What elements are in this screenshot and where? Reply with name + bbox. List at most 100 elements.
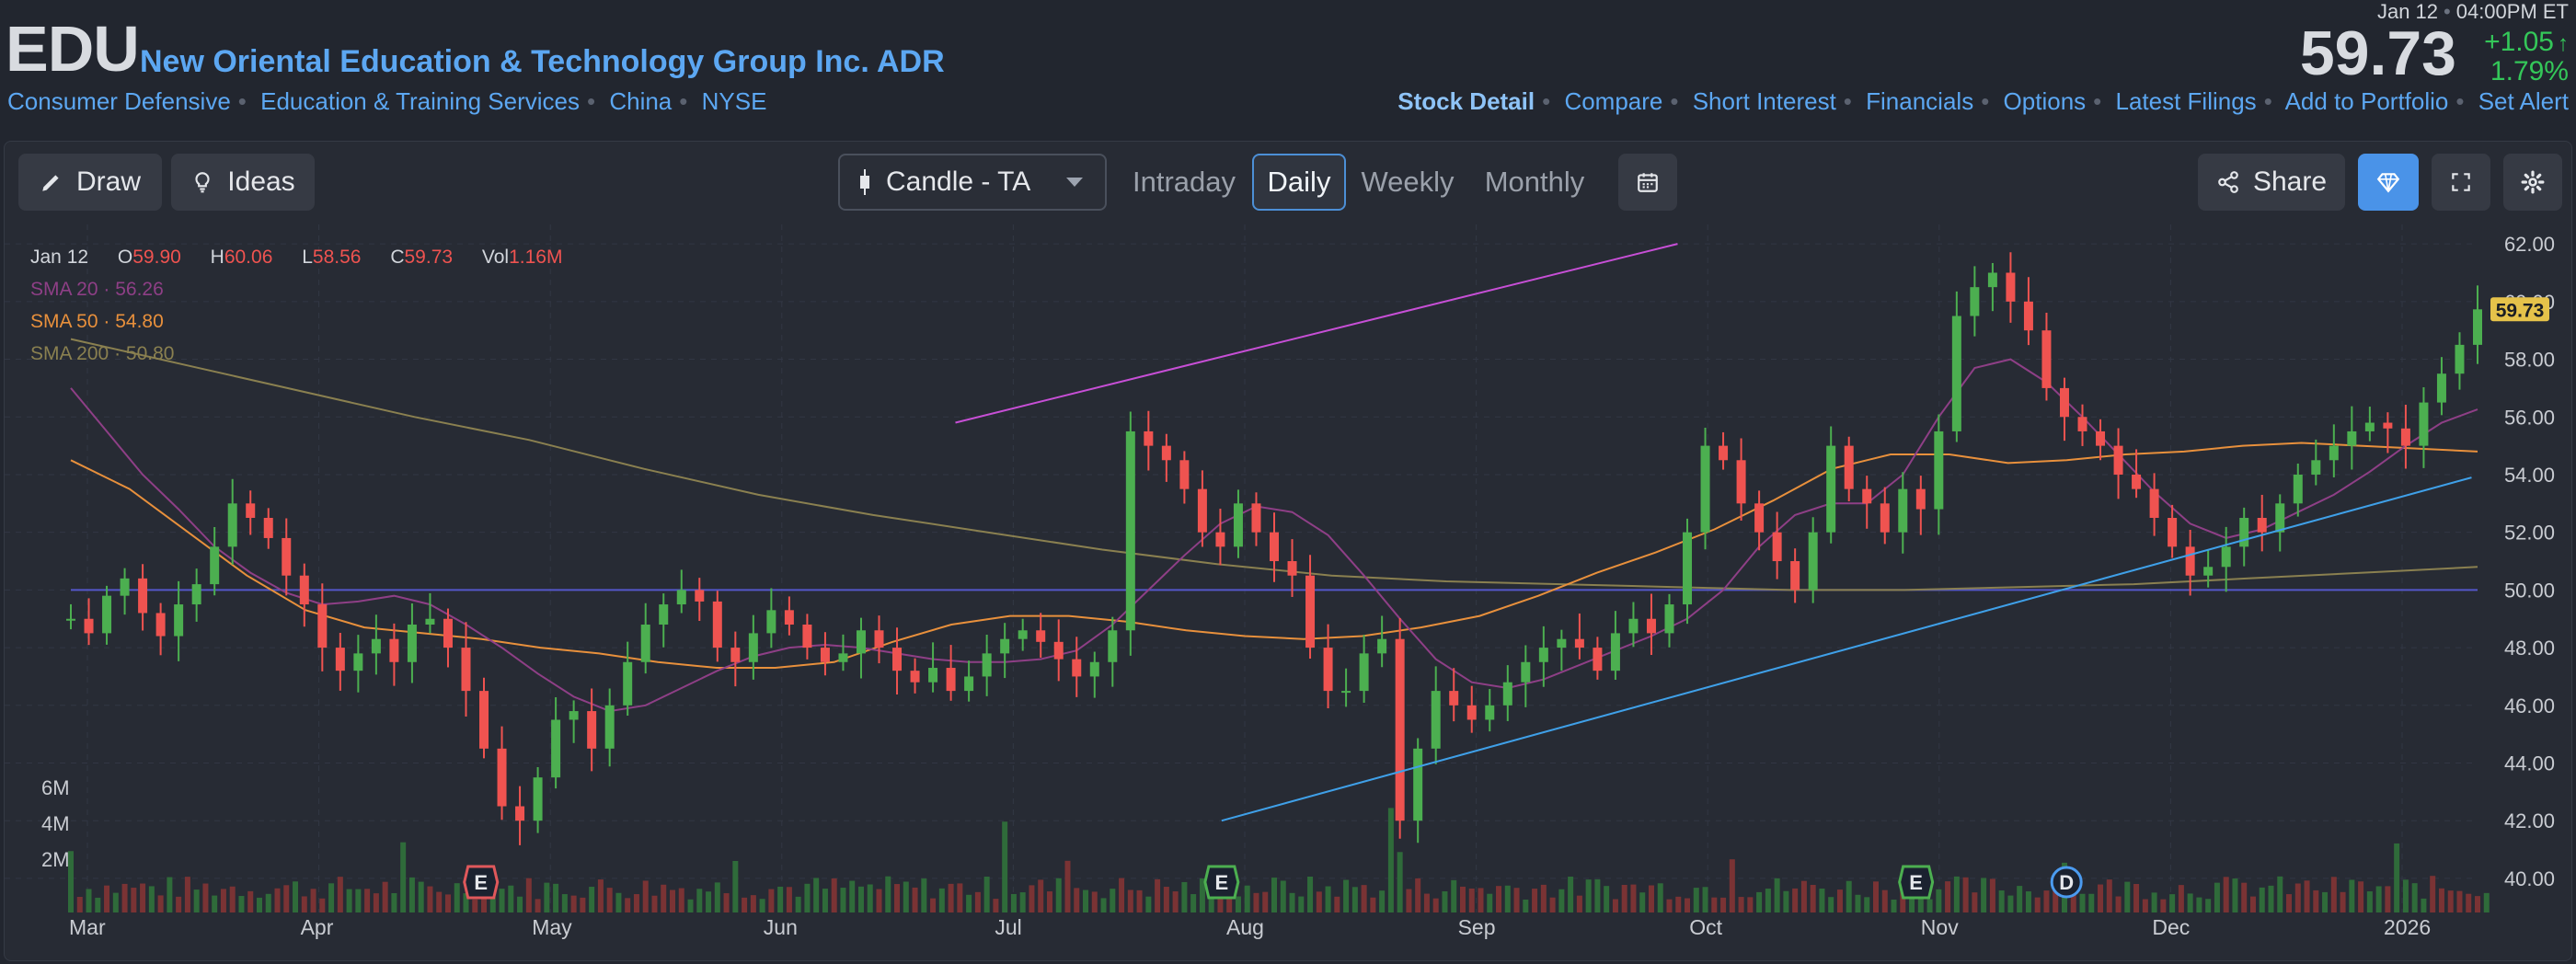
x-tick-label: 2026: [2384, 915, 2431, 939]
volume-bar: [2286, 894, 2293, 912]
nav-compare[interactable]: Compare: [1564, 87, 1663, 115]
volume-bar: [1981, 878, 1987, 912]
candle-body: [2293, 474, 2303, 504]
volume-bar: [140, 883, 146, 912]
candle-body: [1844, 445, 1854, 489]
nav-latest-filings[interactable]: Latest Filings: [2115, 87, 2257, 115]
volume-bar: [525, 878, 532, 912]
chart-type-select[interactable]: Candle - TA: [838, 154, 1107, 211]
draw-button[interactable]: Draw: [18, 154, 162, 211]
volume-bar: [966, 894, 972, 912]
y-tick-label: 50.00: [2504, 579, 2555, 602]
candle-body: [497, 748, 507, 807]
volume-bar: [2475, 896, 2480, 912]
tag-country[interactable]: China: [609, 87, 673, 115]
volume-bar: [2277, 876, 2283, 912]
timeframe-weekly[interactable]: Weekly: [1361, 166, 1455, 198]
separator-dot: •: [586, 87, 596, 115]
volume-bar: [1926, 899, 1933, 912]
nav-options[interactable]: Options: [2003, 87, 2087, 115]
volume-bar: [1774, 878, 1780, 912]
volume-bar: [104, 885, 110, 912]
volume-bar: [1685, 898, 1691, 912]
volume-bar: [1621, 884, 1627, 912]
volume-bar: [804, 883, 811, 912]
volume-bar: [2466, 893, 2472, 912]
share-button[interactable]: Share: [2198, 154, 2345, 211]
volume-bar: [1953, 876, 1960, 912]
volume-bar: [463, 893, 469, 912]
fullscreen-button[interactable]: [2432, 154, 2490, 211]
earnings-marker: [463, 865, 500, 900]
timeframe-monthly[interactable]: Monthly: [1484, 166, 1585, 198]
separator-dot: •: [1542, 87, 1551, 115]
x-tick-label: Aug: [1226, 915, 1264, 939]
volume-bar: [283, 885, 290, 912]
legend-open-label: O: [117, 247, 133, 268]
volume-bar: [2142, 899, 2148, 912]
legend-sma20: SMA 20 · 56.26: [30, 279, 164, 300]
volume-bar: [1873, 881, 1879, 912]
candle-body: [2239, 517, 2249, 547]
tag-exchange[interactable]: NYSE: [701, 87, 767, 115]
volume-bar: [2241, 882, 2248, 912]
volume-bar: [840, 888, 846, 912]
volume-bar: [1110, 889, 1116, 912]
price-change: +1.05 ↑ 1.79%: [2484, 28, 2569, 86]
legend-sma20-label: SMA 20: [30, 279, 98, 300]
volume-bar: [1280, 880, 1286, 912]
candle-body: [210, 546, 220, 585]
price-chart[interactable]: 40.00 42.00 44.00 46.00 48.00 50.00 52.00 54.00…: [5, 142, 2572, 961]
settings-button[interactable]: [2503, 154, 2562, 211]
candle-body: [2419, 402, 2429, 446]
candle-body: [2383, 422, 2393, 429]
volume-bar: [157, 895, 164, 912]
candle-body: [1719, 445, 1729, 461]
volume-bar: [2259, 887, 2265, 912]
calendar-icon: [1638, 173, 1658, 192]
candle-body: [856, 630, 866, 654]
y-tick-label: 42.00: [2504, 809, 2555, 832]
volume-bar: [1459, 886, 1466, 912]
volume-bar: [661, 884, 667, 912]
candle-body: [335, 648, 345, 671]
stock-nav: Stock Detail • Compare • Short Interest • F…: [1397, 89, 2569, 113]
volume-bar: [1612, 899, 1618, 912]
volume-bar: [795, 896, 801, 912]
nav-stock-detail[interactable]: Stock Detail: [1397, 87, 1535, 115]
timeframe-intraday[interactable]: Intraday: [1132, 166, 1236, 198]
candle-body: [1287, 561, 1297, 576]
quote-time: 04:00PM ET: [2455, 0, 2569, 23]
candle-body: [1270, 532, 1279, 562]
candle-body: [227, 503, 237, 547]
candle-body: [1036, 630, 1046, 642]
nav-short-interest[interactable]: Short Interest: [1692, 87, 1836, 115]
quote-date: Jan 12: [2376, 0, 2439, 23]
tag-sector[interactable]: Consumer Defensive: [7, 87, 231, 115]
candle-body: [659, 604, 669, 625]
y-tick-label: 52.00: [2504, 522, 2555, 545]
candle-body: [982, 653, 992, 677]
volume-bar: [706, 891, 712, 912]
ideas-button[interactable]: Ideas: [171, 154, 315, 211]
candle-body: [1233, 503, 1243, 547]
candle-body: [964, 676, 974, 692]
volume-bar: [1972, 892, 1978, 912]
candle-body: [155, 613, 166, 637]
nav-set-alert[interactable]: Set Alert: [2478, 87, 2569, 115]
last-price-badge-label: 59.73: [2496, 300, 2545, 321]
nav-financials[interactable]: Financials: [1866, 87, 1974, 115]
tag-industry[interactable]: Education & Training Services: [260, 87, 580, 115]
separator-dot: •: [1670, 87, 1679, 115]
candle-body: [1987, 272, 1997, 288]
y-tick-label: 46.00: [2504, 694, 2555, 717]
legend-open: 59.90: [132, 247, 181, 268]
premium-button[interactable]: [2358, 154, 2419, 211]
volume-bar: [2223, 877, 2229, 912]
timeframe-daily[interactable]: Daily: [1252, 154, 1346, 211]
date-range-button[interactable]: [1618, 154, 1677, 211]
company-name: New Oriental Education & Technology Grou…: [140, 44, 945, 79]
volume-bar: [2214, 882, 2220, 912]
candle-body: [1502, 682, 1512, 706]
nav-add-to-portfolio[interactable]: Add to Portfolio: [2284, 87, 2449, 115]
